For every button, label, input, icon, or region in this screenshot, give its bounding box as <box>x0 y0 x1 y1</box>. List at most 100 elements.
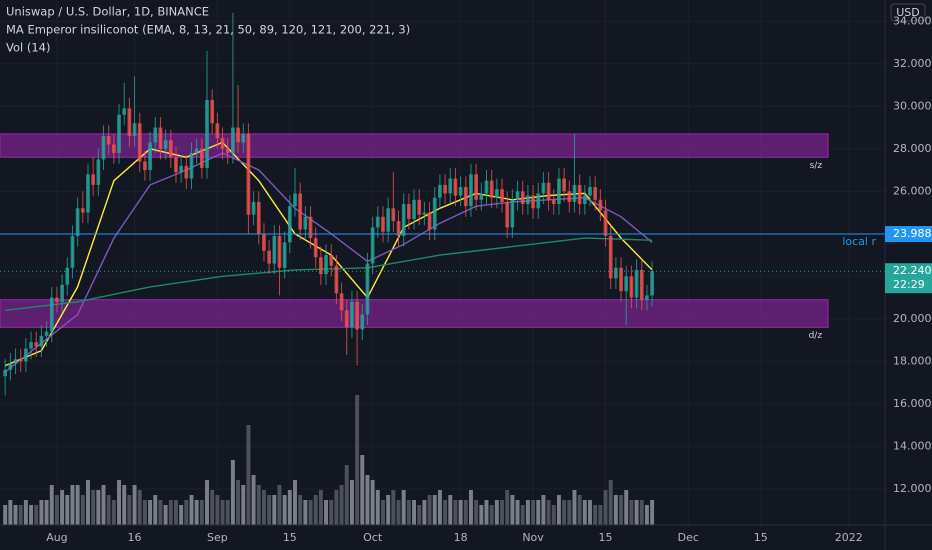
volume-bar <box>551 505 556 525</box>
volume-bar <box>13 505 18 525</box>
candle-body <box>117 114 121 154</box>
volume-bar <box>127 495 132 525</box>
candle-body <box>557 178 561 205</box>
volume-bar <box>360 455 365 525</box>
candle-body <box>282 242 287 268</box>
candle-body <box>127 108 132 137</box>
candle-body <box>505 201 510 228</box>
volume-bar <box>132 485 137 525</box>
volume-bar <box>365 475 370 525</box>
candle-body <box>251 201 256 215</box>
volume-bar <box>210 490 215 525</box>
candle-body <box>598 199 603 211</box>
volume-bar <box>391 490 396 525</box>
volume-bar <box>158 500 163 525</box>
candle-body <box>277 235 282 268</box>
candle-body <box>143 161 147 171</box>
volume-label: Vol (14) <box>6 41 50 55</box>
candle-body <box>319 257 323 275</box>
candle-body <box>479 193 484 200</box>
candle-body <box>184 165 189 179</box>
volume-bar <box>313 495 318 525</box>
x-tick-label: Dec <box>678 531 699 544</box>
volume-bar <box>246 425 251 525</box>
volume-bar <box>318 490 323 525</box>
volume-bar <box>86 480 90 525</box>
volume-bar <box>500 500 504 525</box>
candle-body <box>567 191 572 202</box>
x-tick-label: Nov <box>522 531 544 544</box>
volume-bar <box>427 495 432 525</box>
candle-body <box>132 123 137 137</box>
volume-bar <box>261 490 266 525</box>
volume-bar <box>163 505 168 525</box>
x-tick-label: Aug <box>46 531 67 544</box>
candle-body <box>241 133 246 143</box>
volume-bar <box>629 500 634 525</box>
candle-body <box>24 348 28 362</box>
candle-body <box>96 159 101 185</box>
volume-bar <box>644 505 649 525</box>
candle-body <box>438 184 442 198</box>
candle-body <box>215 123 220 139</box>
volume-bar <box>101 485 106 525</box>
volume-bar <box>106 495 111 525</box>
candle-body <box>220 138 225 149</box>
candle-body <box>427 212 432 230</box>
candle-body <box>231 127 235 154</box>
volume-bar <box>293 480 297 525</box>
candle-body <box>375 216 380 228</box>
volume-bar <box>598 505 603 525</box>
volume-bar <box>639 500 644 525</box>
candle-body <box>396 221 401 236</box>
volume-bar <box>272 495 277 525</box>
volume-bar <box>608 480 613 525</box>
volume-bar <box>65 495 70 525</box>
x-tick-label: 15 <box>599 531 613 544</box>
volume-bar <box>194 500 199 525</box>
level-label: local r <box>842 235 876 248</box>
candle-body <box>8 363 13 370</box>
volume-bar <box>298 495 303 525</box>
currency-label[interactable]: USD <box>896 6 920 19</box>
candle-body <box>3 369 8 377</box>
candle-body <box>588 187 592 196</box>
volume-bar <box>230 460 235 525</box>
level-tag <box>885 226 932 243</box>
candle-body <box>313 238 318 258</box>
candle-body <box>174 157 178 173</box>
volume-bar <box>277 485 282 525</box>
volume-bar <box>556 495 561 525</box>
volume-bar <box>489 505 494 525</box>
candle-body <box>55 297 59 302</box>
candle-body <box>448 178 453 194</box>
volume-bar <box>381 500 385 525</box>
candle-body <box>577 184 582 205</box>
candle-body <box>91 174 96 185</box>
volume-bar <box>220 500 225 525</box>
candle-body <box>463 187 468 207</box>
volume-bar <box>189 495 194 525</box>
volume-bar <box>3 505 8 525</box>
candle-body <box>194 148 199 154</box>
candle-body <box>168 140 173 158</box>
volume-bar <box>267 495 272 525</box>
volume-bar <box>448 495 453 525</box>
candle-body <box>344 310 349 328</box>
candle-body <box>614 267 618 279</box>
candle-body <box>122 108 127 115</box>
volume-bar <box>225 500 230 525</box>
candle-body <box>70 235 75 268</box>
volume-bar <box>406 500 411 525</box>
candle-body <box>298 193 303 230</box>
candle-body <box>500 189 504 202</box>
volume-bar <box>510 495 515 525</box>
volume-bar <box>401 490 406 525</box>
candle-body <box>469 174 473 207</box>
volume-bar <box>199 500 204 525</box>
candle-body <box>44 331 49 336</box>
currency-button[interactable] <box>890 3 926 22</box>
volume-bar <box>303 500 308 525</box>
candle-body <box>29 342 33 349</box>
